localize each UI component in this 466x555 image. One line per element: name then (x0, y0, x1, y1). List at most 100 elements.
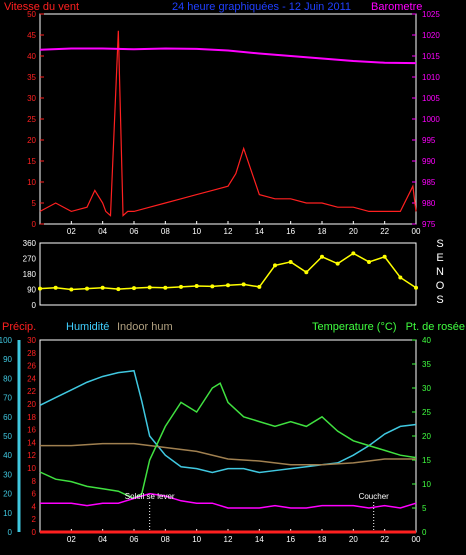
x-tick-label: 16 (286, 535, 295, 544)
humidity-axis: 0 10 20 30 40 50 60 70 80 90 100 (0, 336, 13, 537)
barometer-tick-label: 985 (422, 178, 436, 187)
wind-speed-tick-label: 20 (27, 136, 36, 145)
barometer-tick-label: 1010 (422, 73, 440, 82)
x-tick-label: 00 (412, 227, 421, 236)
sun-annotations: Soleil se lever Coucher (125, 492, 389, 532)
compass-label: S (436, 294, 443, 306)
direction-tick-label: 270 (23, 255, 37, 264)
x-tick-label: 18 (318, 535, 327, 544)
dewpoint-line (40, 492, 417, 509)
wind-speed-title: Vitesse du vent (4, 1, 79, 13)
temperature-tick-label: 25 (422, 408, 431, 417)
barometer-tick-label: 1015 (422, 52, 440, 61)
wind-speed-tick-label: 50 (27, 10, 36, 19)
humidity-tick-label: 90 (3, 355, 12, 364)
barometer-title: Barometre (371, 1, 422, 13)
precip-tick-label: 8 (32, 477, 37, 486)
barometer-tick-label: 1025 (422, 10, 440, 19)
humidity-tick-label: 30 (3, 470, 12, 479)
x-tick-label: 16 (286, 227, 295, 236)
precip-tick-label: 20 (27, 400, 36, 409)
compass-label: E (436, 252, 443, 264)
compass-label: O (436, 280, 445, 292)
wind-speed-tick-label: 15 (27, 157, 36, 166)
precip-tick-label: 18 (27, 413, 36, 422)
barometer-tick-label: 1020 (422, 31, 440, 40)
compass-label: N (436, 266, 444, 278)
temperature-axis: 0 5 10 15 20 25 30 35 40 (412, 336, 431, 537)
temperature-tick-label: 40 (422, 336, 431, 345)
precip-tick-label: 30 (27, 336, 36, 345)
barometer-line (39, 47, 417, 65)
humidity-tick-label: 10 (3, 509, 12, 518)
wind-speed-tick-label: 0 (32, 220, 37, 229)
x-tick-label: 02 (67, 227, 76, 236)
temperature-line (39, 382, 417, 500)
temperature-tick-label: 15 (422, 456, 431, 465)
wind-pressure-series (39, 30, 417, 217)
wind-speed-tick-label: 5 (32, 199, 37, 208)
wind-speed-tick-label: 35 (27, 73, 36, 82)
compass-label: S (436, 238, 443, 250)
x-tick-label: 12 (224, 227, 233, 236)
wind-speed-tick-label: 10 (27, 178, 36, 187)
wind-speed-tick-label: 40 (27, 52, 36, 61)
wind-speed-line (39, 30, 417, 217)
temperature-tick-label: 35 (422, 360, 431, 369)
wind-speed-tick-label: 30 (27, 94, 36, 103)
humidity-label: Humidité (66, 321, 109, 333)
wind-speed-tick-label: 45 (27, 31, 36, 40)
x-tick-label: 20 (349, 227, 358, 236)
humidity-tick-label: 70 (3, 394, 12, 403)
precip-tick-label: 24 (27, 374, 36, 383)
humidity-tick-label: 100 (0, 336, 13, 345)
humidity-temp-plot (39, 339, 417, 533)
wind-direction-series (38, 251, 418, 292)
x-tick-label: 18 (318, 227, 327, 236)
precip-tick-label: 26 (27, 362, 36, 371)
direction-tick-label: 180 (23, 270, 37, 279)
precip-tick-label: 2 (32, 515, 37, 524)
x-tick-label: 04 (98, 535, 107, 544)
indoor-hum-label: Indoor hum (117, 321, 173, 333)
annotation-label: Coucher (359, 492, 390, 501)
temperature-tick-label: 0 (422, 528, 427, 537)
precip-tick-label: 28 (27, 349, 36, 358)
wind-speed-tick-label: 25 (27, 115, 36, 124)
x-tick-label: 20 (349, 535, 358, 544)
barometer-tick-label: 1000 (422, 115, 440, 124)
x-tick-label: 08 (161, 227, 170, 236)
wind-speed-axis: 0 5 10 15 20 25 30 35 40 45 50 (27, 10, 44, 229)
direction-tick-label: 0 (32, 301, 37, 310)
barometer-axis: 975 980 985 990 995 1000 1005 1010 1015 1020 1025 (412, 10, 440, 229)
temperature-tick-label: 20 (422, 432, 431, 441)
humidity-tick-label: 0 (8, 528, 13, 537)
barometer-tick-label: 980 (422, 199, 436, 208)
humidity-tick-label: 50 (3, 432, 12, 441)
precip-tick-label: 22 (27, 387, 36, 396)
x-tick-label: 02 (67, 535, 76, 544)
humidity-tick-label: 80 (3, 374, 12, 383)
humidity-tick-label: 20 (3, 490, 12, 499)
x-tick-label: 12 (224, 535, 233, 544)
x-tick-label: 22 (380, 535, 389, 544)
wind-pressure-x-axis: 02 04 06 08 10 12 14 16 18 20 22 00 (67, 221, 421, 236)
annotation-label: Soleil se lever (125, 492, 175, 501)
barometer-tick-label: 1005 (422, 94, 440, 103)
x-tick-label: 06 (130, 227, 139, 236)
humidity-tick-label: 60 (3, 413, 12, 422)
humidity-line (39, 369, 417, 474)
x-tick-label: 06 (130, 535, 139, 544)
x-tick-label: 14 (255, 227, 264, 236)
temperature-tick-label: 30 (422, 384, 431, 393)
x-tick-label: 10 (192, 535, 201, 544)
temperature-tick-label: 5 (422, 504, 427, 513)
precip-tick-label: 12 (27, 451, 36, 460)
precip-tick-label: 16 (27, 426, 36, 435)
direction-tick-label: 360 (23, 239, 37, 248)
indoor-hum-line (40, 442, 416, 466)
temperature-tick-label: 10 (422, 480, 431, 489)
